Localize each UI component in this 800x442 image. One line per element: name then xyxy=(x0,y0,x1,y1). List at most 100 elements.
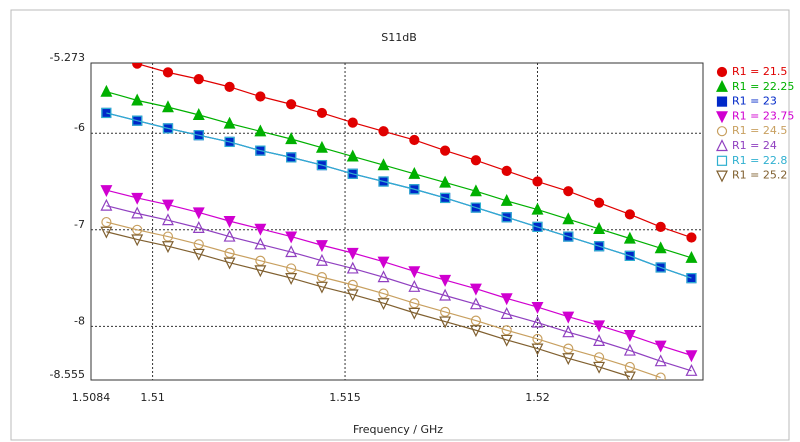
x-axis-label: Frequency / GHz xyxy=(353,423,443,436)
x-tick-label: 1.52 xyxy=(525,391,550,404)
marker xyxy=(440,192,451,204)
marker xyxy=(316,107,328,119)
marker xyxy=(593,361,606,374)
marker xyxy=(655,221,666,233)
marker xyxy=(285,273,298,285)
marker xyxy=(439,274,452,287)
marker xyxy=(439,175,452,188)
series-line xyxy=(106,189,692,356)
marker xyxy=(563,231,574,242)
marker xyxy=(378,126,389,137)
marker xyxy=(408,279,421,292)
series-line xyxy=(106,112,692,279)
marker xyxy=(655,372,666,380)
legend-label: R1 = 22.8 xyxy=(732,154,787,167)
marker xyxy=(624,250,635,261)
marker xyxy=(286,99,297,110)
marker xyxy=(409,298,420,309)
marker xyxy=(132,63,143,69)
marker xyxy=(409,184,420,195)
marker xyxy=(131,192,144,205)
marker xyxy=(408,166,421,179)
marker xyxy=(623,329,636,342)
marker xyxy=(315,140,328,153)
marker xyxy=(192,207,205,220)
legend-label: R1 = 24 xyxy=(732,139,777,152)
marker xyxy=(623,343,636,356)
marker xyxy=(469,297,482,310)
marker xyxy=(562,325,575,338)
marker xyxy=(286,152,297,163)
y-tick-label: -8.555 xyxy=(50,368,85,381)
marker xyxy=(409,134,420,146)
marker xyxy=(162,213,174,226)
marker xyxy=(192,248,205,261)
marker xyxy=(315,240,328,253)
marker xyxy=(346,149,359,162)
marker xyxy=(500,193,513,206)
series-line xyxy=(106,91,692,259)
marker xyxy=(162,199,174,212)
marker xyxy=(531,202,544,215)
y-tick-label: -7 xyxy=(74,218,85,231)
marker xyxy=(131,206,144,219)
legend-marker xyxy=(716,79,728,92)
marker xyxy=(162,241,174,254)
marker xyxy=(469,184,482,197)
marker xyxy=(347,117,358,128)
marker xyxy=(500,334,513,347)
legend-marker xyxy=(716,126,728,137)
legend-marker xyxy=(716,96,728,107)
legend-label: R1 = 21.5 xyxy=(732,65,787,78)
marker xyxy=(501,212,512,223)
marker xyxy=(100,198,113,211)
marker xyxy=(377,270,390,283)
marker xyxy=(593,221,606,234)
marker xyxy=(131,234,144,247)
legend-label: R1 = 23.75 xyxy=(732,109,794,122)
marker xyxy=(563,343,574,354)
marker xyxy=(315,281,328,294)
marker xyxy=(346,247,359,260)
marker xyxy=(223,116,236,129)
marker xyxy=(347,168,358,179)
marker xyxy=(162,67,174,78)
marker xyxy=(531,301,544,314)
marker xyxy=(255,91,266,102)
marker xyxy=(563,186,574,197)
chart-title: S11dB xyxy=(381,31,417,44)
marker xyxy=(532,176,543,187)
x-tick-label: 1.515 xyxy=(329,391,361,404)
y-tick-label: -8 xyxy=(74,314,85,327)
legend-marker xyxy=(716,66,728,78)
marker xyxy=(132,115,143,126)
marker xyxy=(378,288,389,299)
marker xyxy=(100,226,113,239)
x-tick-label: 1.51 xyxy=(140,391,165,404)
marker xyxy=(469,283,482,296)
marker xyxy=(654,354,667,367)
marker xyxy=(223,216,236,228)
marker xyxy=(623,371,636,380)
marker xyxy=(593,320,606,333)
legend-label: R1 = 22.25 xyxy=(732,80,794,93)
marker xyxy=(470,202,482,213)
marker xyxy=(685,350,698,363)
series-line xyxy=(106,205,692,372)
marker xyxy=(531,343,544,356)
legend-label: R1 = 25.2 xyxy=(732,169,787,182)
marker xyxy=(440,145,451,156)
marker xyxy=(255,255,266,266)
marker xyxy=(193,239,204,250)
marker xyxy=(255,145,266,156)
marker xyxy=(593,241,605,252)
marker xyxy=(132,224,143,235)
marker xyxy=(223,229,236,242)
marker xyxy=(254,223,267,236)
series-line xyxy=(137,63,692,239)
marker xyxy=(685,363,698,376)
marker xyxy=(470,155,482,166)
marker xyxy=(593,334,606,346)
marker xyxy=(254,265,267,278)
